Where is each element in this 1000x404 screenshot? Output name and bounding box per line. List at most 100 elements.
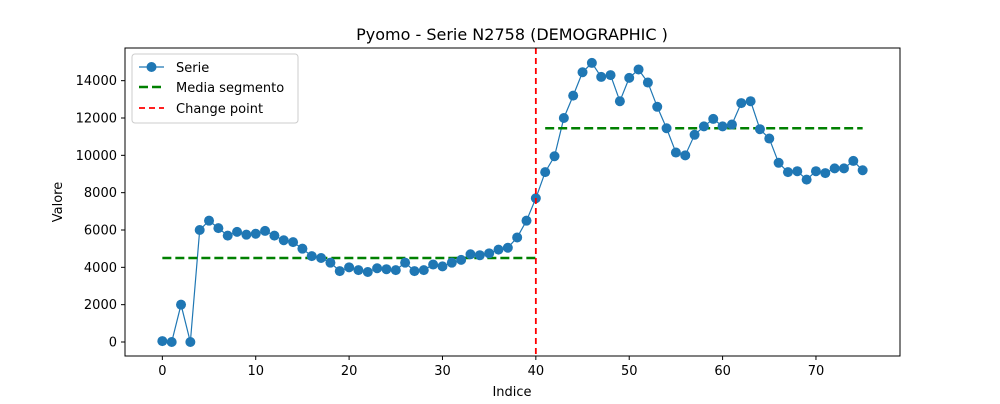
y-tick-label-7: 14000 <box>76 74 117 89</box>
serie-point-1 <box>166 337 177 347</box>
chart-title: Pyomo - Serie N2758 (DEMOGRAPHIC ) <box>356 25 668 44</box>
serie-point-9 <box>241 229 252 240</box>
serie-point-2 <box>176 299 187 310</box>
serie-point-15 <box>297 243 308 254</box>
y-tick-label-2: 4000 <box>84 261 117 276</box>
x-tick-label-7: 70 <box>808 364 825 379</box>
serie-point-55 <box>670 147 681 158</box>
serie-point-29 <box>428 259 439 270</box>
serie-point-17 <box>316 253 327 263</box>
serie-point-75 <box>857 165 868 176</box>
legend: Serie Media segmento Change point <box>131 53 299 124</box>
serie-point-44 <box>568 90 579 101</box>
serie-point-23 <box>372 263 383 274</box>
serie-point-73 <box>838 163 849 174</box>
serie-point-6 <box>213 223 224 234</box>
serie-point-14 <box>288 237 299 248</box>
serie-point-45 <box>577 67 588 78</box>
serie-point-37 <box>502 242 513 253</box>
x-tick-label-0: 0 <box>158 364 166 379</box>
legend-serie-marker <box>146 62 157 72</box>
serie-point-68 <box>792 166 803 177</box>
serie-point-53 <box>652 101 663 112</box>
serie-point-8 <box>232 226 243 237</box>
serie-point-16 <box>306 251 317 262</box>
serie-point-32 <box>456 254 467 265</box>
y-tick-label-0: 0 <box>109 336 117 351</box>
serie-point-21 <box>353 265 364 276</box>
serie-point-63 <box>745 96 756 107</box>
serie-point-51 <box>633 64 644 75</box>
serie-point-31 <box>446 257 457 268</box>
serie-point-43 <box>558 113 569 123</box>
serie-point-42 <box>549 151 560 162</box>
serie-point-67 <box>782 167 793 178</box>
x-tick-label-2: 20 <box>341 364 358 379</box>
serie-point-5 <box>204 215 215 226</box>
serie-point-3 <box>185 337 196 347</box>
serie-point-57 <box>689 129 700 140</box>
serie-point-64 <box>754 124 765 135</box>
legend-serie-label: Serie <box>176 61 209 76</box>
y-tick-label-1: 2000 <box>84 298 117 313</box>
serie-point-65 <box>764 133 775 144</box>
serie-point-18 <box>325 257 336 268</box>
serie-point-38 <box>512 232 523 243</box>
legend-change-label: Change point <box>176 102 263 117</box>
serie-point-26 <box>400 257 411 268</box>
legend-box <box>131 53 299 124</box>
serie-point-62 <box>736 98 747 109</box>
serie-point-46 <box>586 57 597 68</box>
serie-point-20 <box>344 262 355 273</box>
serie-point-35 <box>484 248 495 259</box>
serie-point-56 <box>680 150 691 161</box>
serie-point-34 <box>474 250 485 261</box>
plot-frame <box>124 47 901 357</box>
y-tick-label-6: 12000 <box>76 112 117 127</box>
legend-media-label: Media segmento <box>176 81 284 96</box>
serie-point-61 <box>726 119 737 130</box>
serie-point-66 <box>773 157 784 168</box>
serie-point-58 <box>698 121 709 132</box>
serie-point-13 <box>278 235 289 246</box>
serie-point-41 <box>540 167 551 178</box>
serie-point-70 <box>810 166 821 177</box>
x-tick-label-5: 50 <box>621 364 638 379</box>
serie-point-74 <box>848 155 859 166</box>
serie-point-49 <box>614 96 625 107</box>
serie-point-69 <box>801 174 812 185</box>
serie-point-10 <box>250 228 261 239</box>
serie-point-39 <box>521 215 532 226</box>
x-tick-label-6: 60 <box>714 364 731 379</box>
serie-point-28 <box>418 265 429 276</box>
serie-point-59 <box>708 113 719 124</box>
serie-point-30 <box>437 261 448 272</box>
serie-point-7 <box>222 230 233 241</box>
x-tick-label-3: 30 <box>434 364 451 379</box>
x-tick-label-4: 40 <box>528 364 545 379</box>
serie-point-25 <box>390 265 401 276</box>
serie-point-24 <box>381 264 392 275</box>
serie-point-11 <box>260 225 271 236</box>
serie-point-36 <box>493 244 504 255</box>
serie-point-33 <box>465 249 476 260</box>
y-axis-label: Valore <box>51 182 66 222</box>
serie-point-12 <box>269 230 280 241</box>
x-tick-label-1: 10 <box>247 364 264 379</box>
serie-point-54 <box>661 123 672 134</box>
serie-point-72 <box>829 163 840 174</box>
serie-point-22 <box>362 267 373 277</box>
y-tick-label-5: 10000 <box>76 149 117 164</box>
y-tick-label-4: 8000 <box>84 186 117 201</box>
serie-point-47 <box>596 71 607 82</box>
serie-point-4 <box>194 225 205 235</box>
serie-point-19 <box>334 266 345 277</box>
serie-point-60 <box>717 121 728 132</box>
serie-point-48 <box>605 70 616 81</box>
serie-point-27 <box>409 266 420 277</box>
serie-point-50 <box>624 72 635 83</box>
serie-point-0 <box>157 336 168 347</box>
serie-point-52 <box>642 77 653 88</box>
